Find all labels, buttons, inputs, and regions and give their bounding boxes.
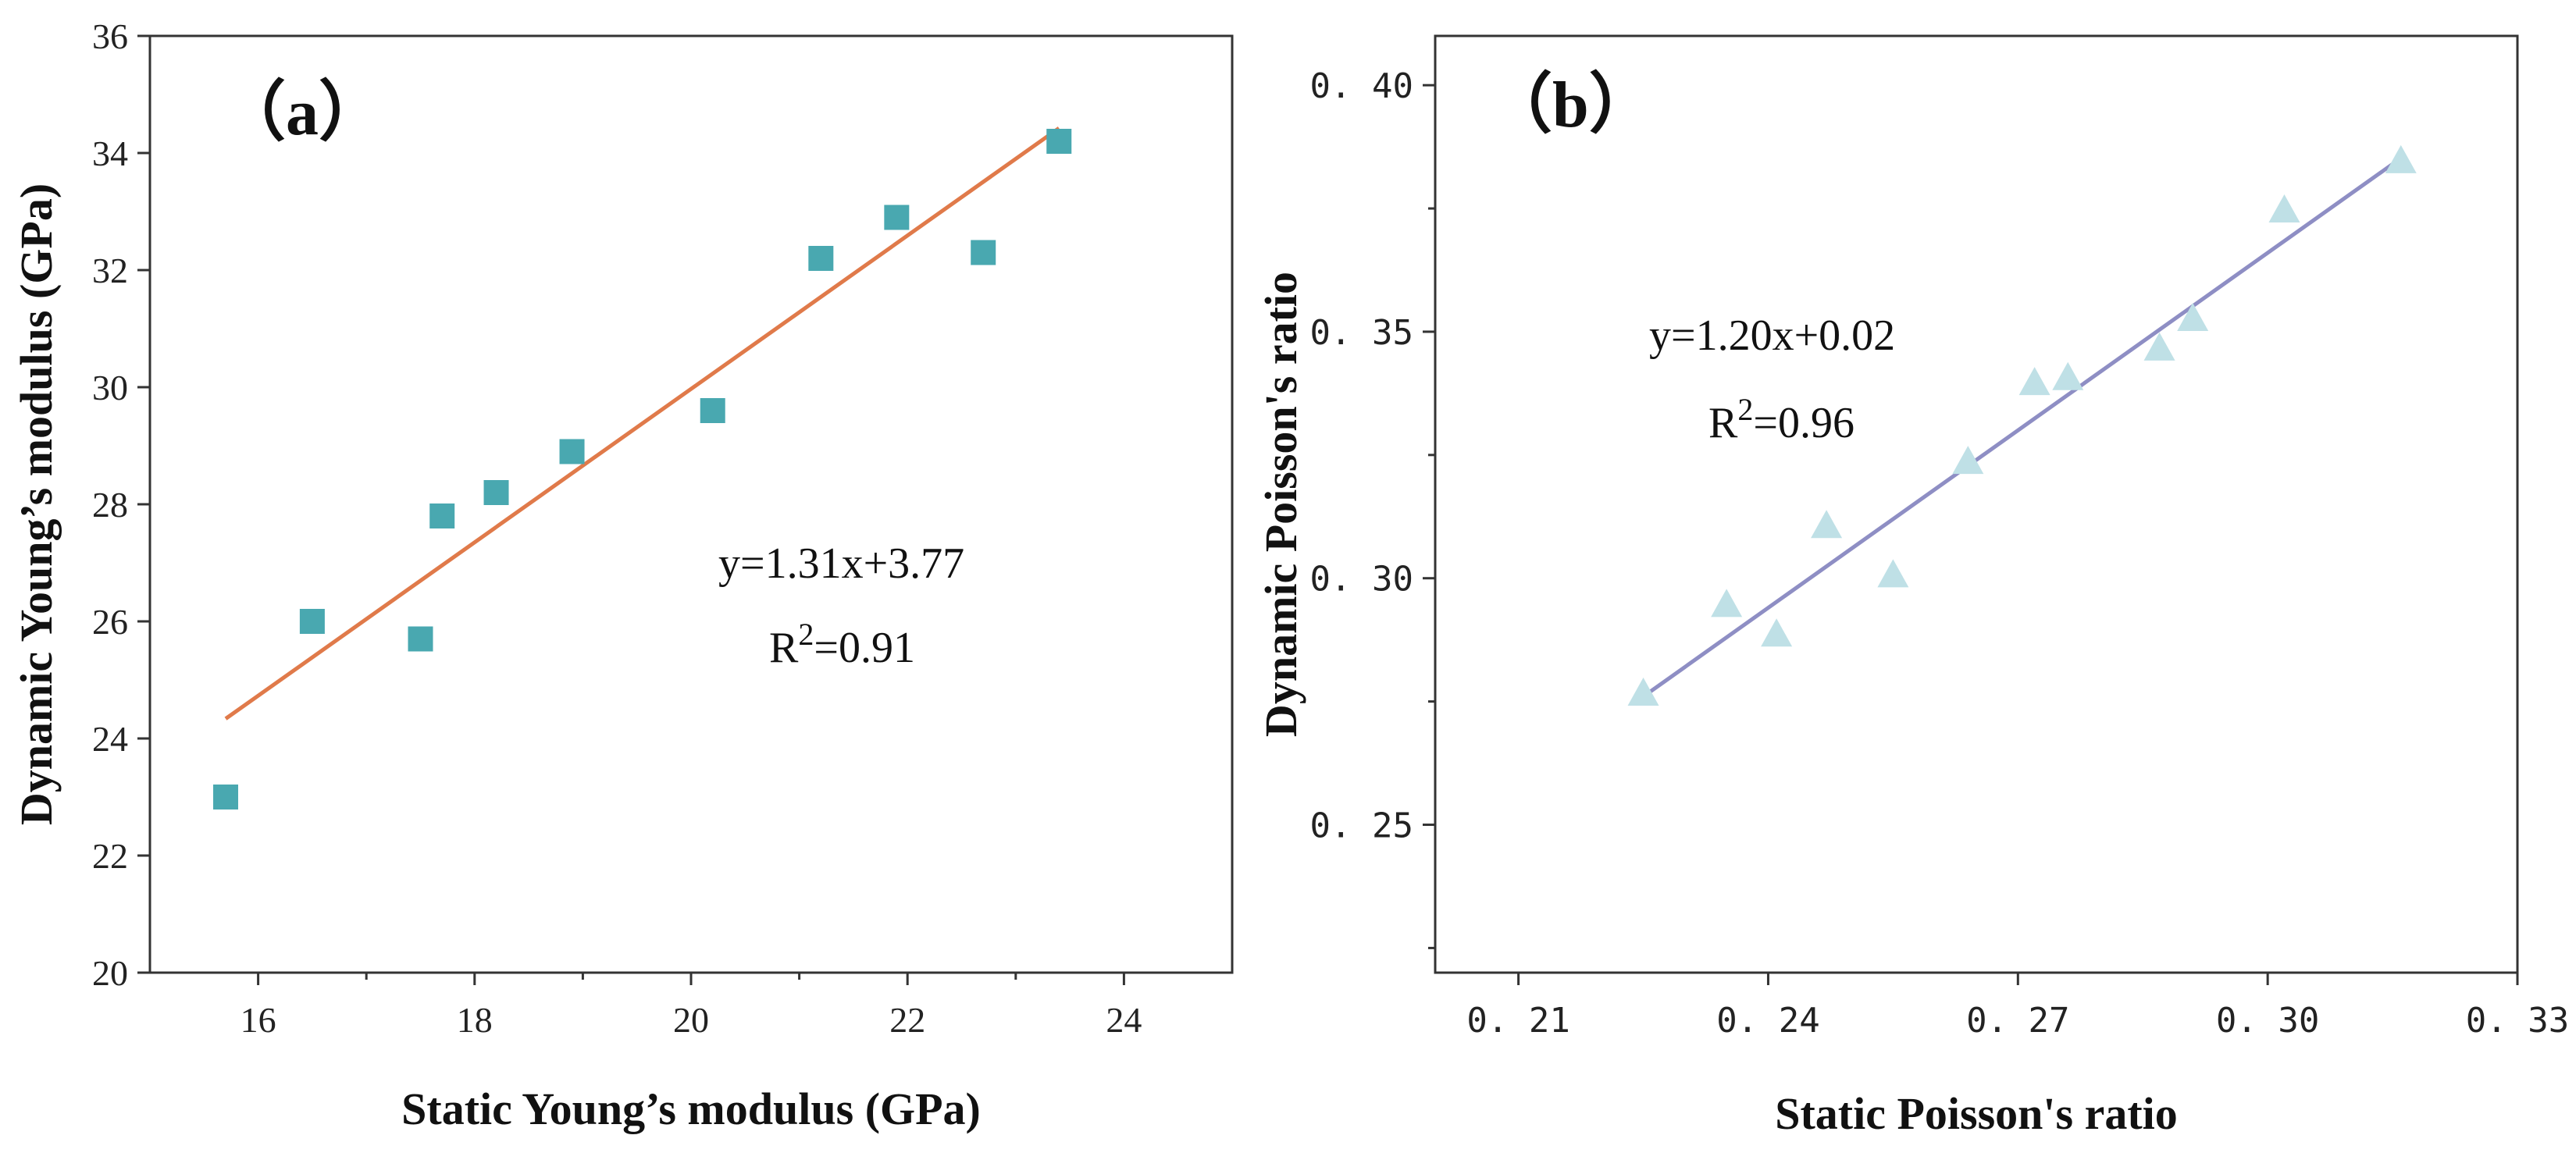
data-point bbox=[429, 503, 455, 528]
data-point bbox=[1952, 446, 1984, 475]
x-tick-label: 0. 21 bbox=[1466, 1001, 1569, 1041]
data-point bbox=[2018, 367, 2050, 396]
y-tick-label: 30 bbox=[92, 368, 128, 407]
chart-a-r2: R2=0.91 bbox=[769, 617, 915, 672]
x-tick-label: 18 bbox=[457, 1000, 493, 1040]
x-tick-label: 16 bbox=[240, 1000, 276, 1040]
data-point bbox=[2385, 144, 2417, 173]
chart-a-equation: y=1.31x+3.77 bbox=[718, 539, 964, 588]
x-tick-label: 0. 33 bbox=[2466, 1001, 2569, 1041]
data-point bbox=[808, 246, 834, 271]
chart-a-panel-label: （a） bbox=[220, 77, 384, 149]
data-point bbox=[971, 240, 996, 265]
y-tick-label: 0. 30 bbox=[1310, 560, 1413, 600]
y-tick-label: 36 bbox=[92, 16, 128, 56]
chart-b-ylabel: Dynamic Poisson's ratio bbox=[1256, 272, 1306, 737]
chart-b-r2: R2=0.96 bbox=[1708, 392, 1855, 447]
chart-a-xlabel: Static Young’s modulus (GPa) bbox=[401, 1083, 981, 1134]
chart-b-r2-value: =0.96 bbox=[1753, 399, 1855, 447]
chart-a: 16 18 20 22 24 20 22 24 26 28 30 32 34 36 （a） y=1.31x… bbox=[11, 16, 1234, 1134]
chart-a-r2-exp: 2 bbox=[798, 617, 814, 652]
y-tick-label: 34 bbox=[92, 133, 128, 173]
y-tick-label: 24 bbox=[92, 719, 128, 759]
data-point bbox=[1627, 678, 1659, 706]
data-point bbox=[299, 609, 325, 634]
chart-b-panel-label: （b） bbox=[1487, 69, 1655, 141]
chart-a-axis-ticks: 16 18 20 22 24 20 22 24 26 28 30 32 34 36 bbox=[92, 16, 1142, 1040]
data-point bbox=[1046, 129, 1072, 154]
chart-a-fit-line-group bbox=[224, 126, 1060, 721]
chart-a-points bbox=[213, 129, 1072, 810]
y-tick-label: 28 bbox=[92, 485, 128, 525]
y-tick-label: 0. 35 bbox=[1310, 313, 1413, 353]
fit-line bbox=[1642, 156, 2403, 699]
fit-line bbox=[224, 126, 1060, 721]
chart-b-equation: y=1.20x+0.02 bbox=[1649, 311, 1895, 360]
y-tick-label: 20 bbox=[92, 953, 128, 993]
data-point bbox=[2143, 332, 2175, 361]
chart-b-xlabel: Static Poisson's ratio bbox=[1775, 1088, 2178, 1139]
data-point bbox=[700, 398, 725, 423]
data-point bbox=[408, 626, 433, 652]
data-point bbox=[213, 785, 239, 810]
chart-b: 0. 21 0. 24 0. 27 0. 30 0. 33 0. 25 0. 30 0. 35… bbox=[1256, 34, 2570, 1139]
chart-a-frame bbox=[148, 34, 1234, 974]
y-tick-label: 0. 25 bbox=[1310, 806, 1413, 846]
data-point bbox=[559, 439, 585, 464]
x-tick-label: 22 bbox=[889, 1000, 925, 1040]
data-point bbox=[1711, 589, 1743, 617]
chart-b-r2-exp: 2 bbox=[1737, 392, 1753, 427]
data-point bbox=[483, 480, 509, 505]
data-point bbox=[2268, 194, 2300, 223]
chart-b-fit-line-group bbox=[1642, 156, 2403, 699]
chart-b-axis-ticks: 0. 21 0. 24 0. 27 0. 30 0. 33 0. 25 0. 30 0. 35… bbox=[1310, 66, 2570, 1041]
chart-a-ylabel: Dynamic Young’s modulus (GPa) bbox=[11, 183, 62, 825]
data-point bbox=[1877, 559, 1909, 588]
data-point bbox=[1811, 510, 1843, 539]
data-point bbox=[1761, 618, 1793, 647]
x-tick-label: 0. 27 bbox=[1966, 1001, 2069, 1041]
chart-b-frame bbox=[1434, 34, 2519, 974]
y-tick-label: 0. 40 bbox=[1310, 66, 1413, 106]
x-tick-label: 20 bbox=[673, 1000, 709, 1040]
y-tick-label: 26 bbox=[92, 602, 128, 642]
chart-b-points bbox=[1627, 144, 2417, 706]
x-tick-label: 24 bbox=[1106, 1000, 1142, 1040]
chart-b-r2-prefix: R bbox=[1708, 399, 1738, 447]
data-point bbox=[2177, 303, 2209, 331]
x-tick-label: 0. 30 bbox=[2216, 1001, 2319, 1041]
data-point bbox=[884, 205, 910, 230]
data-point bbox=[2052, 361, 2084, 390]
y-tick-label: 32 bbox=[92, 251, 128, 290]
chart-a-r2-value: =0.91 bbox=[814, 624, 915, 672]
y-tick-label: 22 bbox=[92, 836, 128, 876]
chart-a-r2-prefix: R bbox=[769, 624, 799, 672]
x-tick-label: 0. 24 bbox=[1716, 1001, 1819, 1041]
